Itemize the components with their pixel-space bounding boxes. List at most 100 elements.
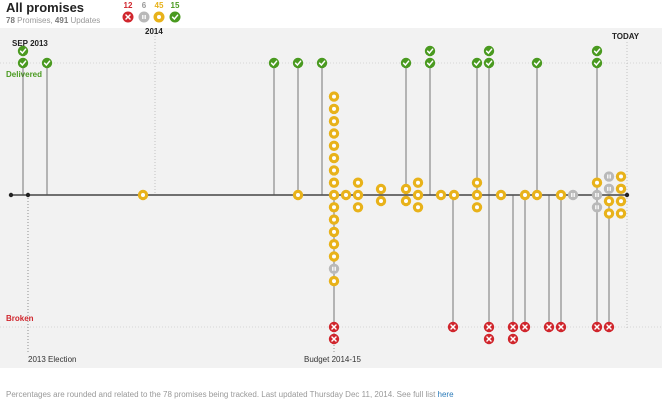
in-progress-marker [328, 140, 340, 151]
in-progress-marker [615, 195, 627, 207]
delivered-marker [41, 57, 53, 69]
in-progress-marker [471, 202, 483, 213]
in-progress-marker [471, 189, 483, 201]
broken-marker [328, 321, 340, 333]
in-progress-marker [328, 165, 340, 176]
delivered-marker [424, 45, 436, 57]
timeline-start-dot [8, 192, 14, 198]
broken-marker [555, 321, 567, 333]
delivered-marker [268, 57, 280, 69]
in-progress-marker [448, 189, 460, 201]
in-progress-marker [328, 214, 340, 225]
delivered-marker [400, 57, 412, 69]
delivered-marker [483, 45, 495, 57]
page-title: All promises [6, 0, 85, 15]
in-progress-marker [531, 189, 543, 201]
delivered-marker [292, 57, 304, 69]
in-progress-marker [603, 195, 615, 207]
stalled-marker [591, 189, 603, 201]
broken-marker [328, 333, 340, 345]
delivered-count: 15 [170, 1, 180, 10]
in-progress-marker [340, 189, 352, 201]
in-progress-marker [400, 183, 412, 195]
broken-row-label: Broken [6, 314, 34, 323]
election-label: 2013 Election [28, 355, 76, 364]
in-progress-marker [615, 183, 627, 195]
in-progress-marker [153, 11, 165, 23]
delivered-marker [591, 57, 603, 69]
stalled-count: 6 [141, 1, 147, 10]
broken-marker [591, 321, 603, 333]
in-progress-count: 45 [154, 1, 164, 10]
in-progress-marker [328, 275, 340, 287]
start-label: SEP 2013 [12, 39, 48, 48]
in-progress-marker [137, 189, 149, 201]
broken-marker [483, 321, 495, 333]
broken-marker [122, 11, 134, 23]
delivered-marker [471, 57, 483, 69]
in-progress-marker [328, 226, 340, 238]
in-progress-marker [435, 189, 447, 201]
in-progress-marker [603, 208, 615, 219]
budget-label: Budget 2014-15 [304, 355, 361, 364]
in-progress-marker [328, 177, 340, 188]
delivered-marker [424, 57, 436, 69]
today-label: TODAY [612, 32, 640, 41]
year-label: 2014 [145, 27, 163, 36]
in-progress-marker [328, 189, 340, 201]
in-progress-marker [400, 195, 412, 207]
today-dot [624, 192, 630, 198]
in-progress-marker [519, 189, 531, 201]
in-progress-marker [375, 183, 387, 195]
in-progress-marker [328, 116, 340, 127]
stalled-marker [591, 202, 603, 213]
in-progress-marker [352, 189, 364, 201]
delivered-marker [17, 57, 29, 69]
delivered-marker [169, 11, 181, 23]
footer-note: Percentages are rounded and related to t… [6, 390, 454, 399]
in-progress-marker [412, 177, 424, 188]
election-dot [25, 192, 31, 198]
in-progress-marker [328, 251, 340, 262]
delivered-marker [531, 57, 543, 69]
broken-marker [447, 321, 459, 333]
stalled-marker [138, 11, 150, 23]
broken-marker [543, 321, 555, 333]
in-progress-marker [555, 189, 567, 201]
delivered-marker [483, 57, 495, 69]
stalled-marker [328, 263, 340, 274]
in-progress-marker [328, 91, 340, 102]
in-progress-marker [615, 171, 627, 182]
in-progress-marker [591, 177, 603, 188]
delivered-marker [316, 57, 328, 69]
stalled-marker [603, 171, 615, 182]
broken-marker [507, 333, 519, 345]
broken-count: 12 [123, 1, 133, 10]
broken-marker [507, 321, 519, 333]
stalled-marker [603, 183, 615, 195]
delivered-marker [591, 45, 603, 57]
in-progress-marker [471, 177, 483, 188]
in-progress-marker [328, 152, 340, 164]
stalled-marker [567, 189, 579, 201]
in-progress-marker [328, 128, 340, 139]
in-progress-marker [615, 208, 627, 219]
in-progress-marker [352, 177, 364, 188]
broken-marker [483, 333, 495, 345]
in-progress-marker [412, 202, 424, 213]
delivered-marker [17, 45, 29, 57]
broken-marker [603, 321, 615, 333]
delivered-row-label: Delivered [6, 70, 42, 79]
full-list-link[interactable]: here [437, 390, 454, 399]
in-progress-marker [328, 103, 340, 115]
in-progress-marker [375, 195, 387, 207]
in-progress-marker [292, 189, 304, 201]
in-progress-marker [352, 202, 364, 213]
promise-summary: 78 Promises, 491 Updates [6, 16, 101, 25]
in-progress-marker [495, 189, 507, 201]
in-progress-marker [328, 202, 340, 213]
in-progress-marker [412, 189, 424, 201]
broken-marker [519, 321, 531, 333]
in-progress-marker [328, 239, 340, 250]
